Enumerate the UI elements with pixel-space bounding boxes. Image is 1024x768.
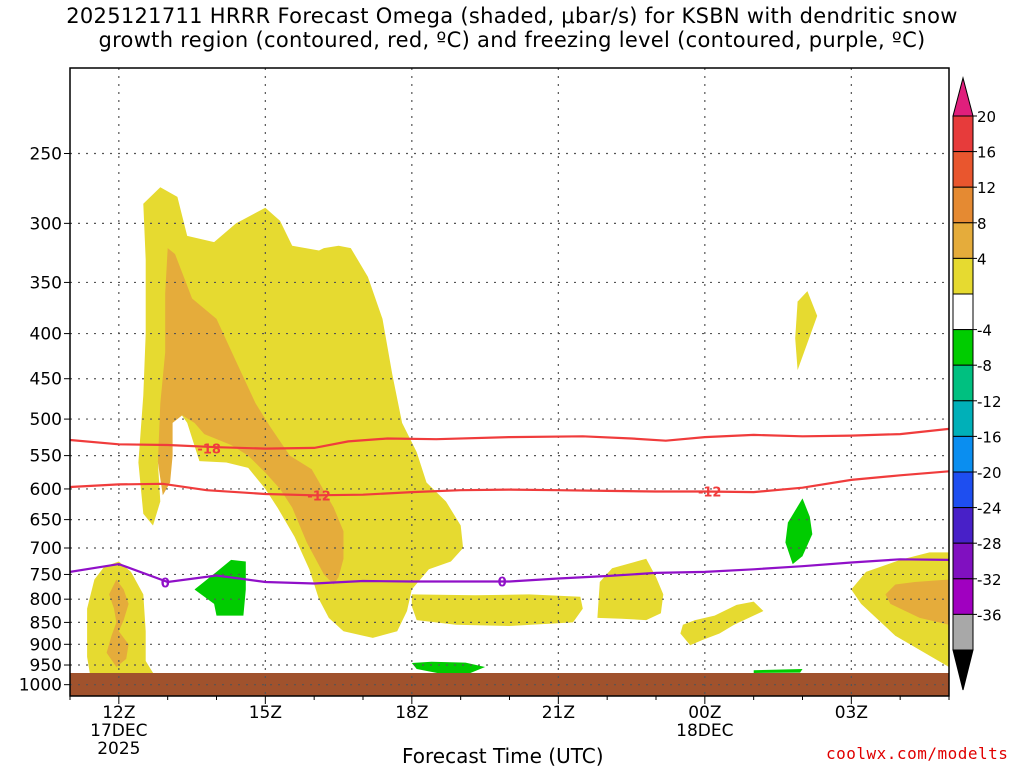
y-axis: 2503003504004505005506006507007508008509… [19, 144, 70, 696]
y-tick-label-800: 800 [30, 590, 62, 610]
colorbar-bin-9 [952, 435, 974, 473]
colorbar-label-13: -36 [977, 606, 1002, 624]
omega-region-9 [885, 579, 949, 625]
contour-label-2-0: 0 [161, 577, 170, 592]
y-tick-label-750: 750 [30, 565, 62, 585]
x-axis-label: Forecast Time (UTC) [402, 744, 604, 768]
omega-region-2 [138, 187, 464, 638]
colorbar-label-2: 12 [977, 179, 996, 197]
y-tick-label-350: 350 [30, 273, 62, 293]
y-tick-label-850: 850 [30, 613, 62, 633]
contour-line-1 [70, 470, 949, 497]
contour-label-1-0: -12 [307, 489, 331, 504]
omega-region-3 [157, 248, 344, 585]
colorbar-bin-13 [952, 578, 974, 615]
colorbar-label-8: -16 [977, 428, 1002, 446]
omega-region-7 [795, 291, 818, 371]
omega-region-11 [785, 498, 813, 565]
contour-label-0-0: -18 [197, 443, 221, 458]
y-tick-label-450: 450 [30, 370, 62, 390]
colorbar-bin-0 [952, 115, 974, 153]
colorbar-bin-3 [952, 222, 974, 259]
colorbar-bottom-arrow [952, 649, 974, 691]
x-tick-label-5: 03Z [835, 703, 868, 723]
y-tick-label-550: 550 [30, 447, 62, 467]
colorbar-bin-7 [952, 364, 974, 402]
omega-region-13 [753, 669, 803, 673]
y-tick-label-250: 250 [30, 144, 62, 164]
x-tick-label-3: 21Z [542, 703, 575, 723]
contour-label-1-1: -12 [698, 485, 722, 500]
colorbar-label-5: -4 [977, 322, 992, 340]
y-tick-label-400: 400 [30, 325, 62, 345]
y-tick-label-500: 500 [30, 410, 62, 430]
colorbar-label-11: -28 [977, 535, 1002, 553]
x-tick-sublabel-4: 18DEC [676, 721, 733, 741]
colorbar-label-4: 4 [977, 250, 987, 268]
omega-region-5 [597, 558, 664, 621]
colorbar-bin-10 [952, 471, 974, 509]
x-tick-label-1: 15Z [249, 703, 282, 723]
contour-line-0 [70, 427, 949, 450]
colorbar-bin-2 [952, 186, 974, 224]
colorbar-label-7: -12 [977, 393, 1002, 411]
colorbar-label-12: -32 [977, 571, 1002, 589]
x-tick-sublabel-0: 17DEC [90, 721, 147, 741]
colorbar-bin-12 [952, 542, 974, 580]
y-tick-label-900: 900 [30, 635, 62, 655]
colorbar-label-0: 20 [977, 108, 996, 126]
title-line-2: growth region (contoured, red, ºC) and f… [98, 28, 926, 52]
contour-lines [70, 427, 949, 585]
y-tick-label-950: 950 [30, 656, 62, 676]
colorbar-label-6: -8 [977, 357, 992, 375]
omega-region-6 [680, 601, 764, 646]
credit-text: coolwx.com/modelts [826, 744, 1009, 763]
omega-region-8 [851, 552, 949, 667]
y-tick-label-300: 300 [30, 214, 62, 234]
colorbar-label-3: 8 [977, 215, 987, 233]
colorbar-bin-14 [952, 613, 974, 651]
y-tick-label-650: 650 [30, 511, 62, 531]
omega-region-1 [106, 579, 129, 667]
colorbar-bin-1 [952, 151, 974, 188]
colorbar-bin-4 [952, 257, 974, 295]
x-tick-sublabel2-0: 2025 [97, 739, 140, 759]
contour-label-2-1: 0 [498, 576, 507, 591]
omega-region-4 [411, 594, 583, 626]
omega-region-12 [411, 661, 486, 674]
colorbar-bin-11 [952, 507, 974, 544]
gridlines [70, 68, 949, 696]
title-line-1: 2025121711 HRRR Forecast Omega (shaded, … [66, 4, 958, 28]
omega-region-10 [194, 559, 246, 616]
y-tick-label-1000: 1000 [19, 676, 62, 696]
chart-title: 2025121711 HRRR Forecast Omega (shaded, … [0, 4, 1024, 52]
colorbar-label-1: 16 [977, 144, 996, 162]
y-tick-label-700: 700 [30, 539, 62, 559]
x-tick-label-0: 12Z [102, 703, 135, 723]
contour-labels: -18 -12 -12 0 0 [161, 443, 722, 592]
y-tick-label-600: 600 [30, 480, 62, 500]
ground-surface [70, 673, 949, 696]
colorbar-bin-8 [952, 400, 974, 437]
x-tick-label-4: 00Z [688, 703, 721, 723]
contour-line-2 [70, 558, 949, 585]
colorbar-bin-6 [952, 329, 974, 366]
colorbar-bin-5 [952, 293, 974, 331]
colorbar: 20 16 12 8 4 -4 -8 -12 -16 -20 -24 -28 -32 -36 [952, 76, 1002, 691]
colorbar-label-10: -24 [977, 500, 1002, 518]
colorbar-label-9: -20 [977, 464, 1002, 482]
x-tick-label-2: 18Z [395, 703, 428, 723]
colorbar-top-arrow [952, 76, 974, 117]
